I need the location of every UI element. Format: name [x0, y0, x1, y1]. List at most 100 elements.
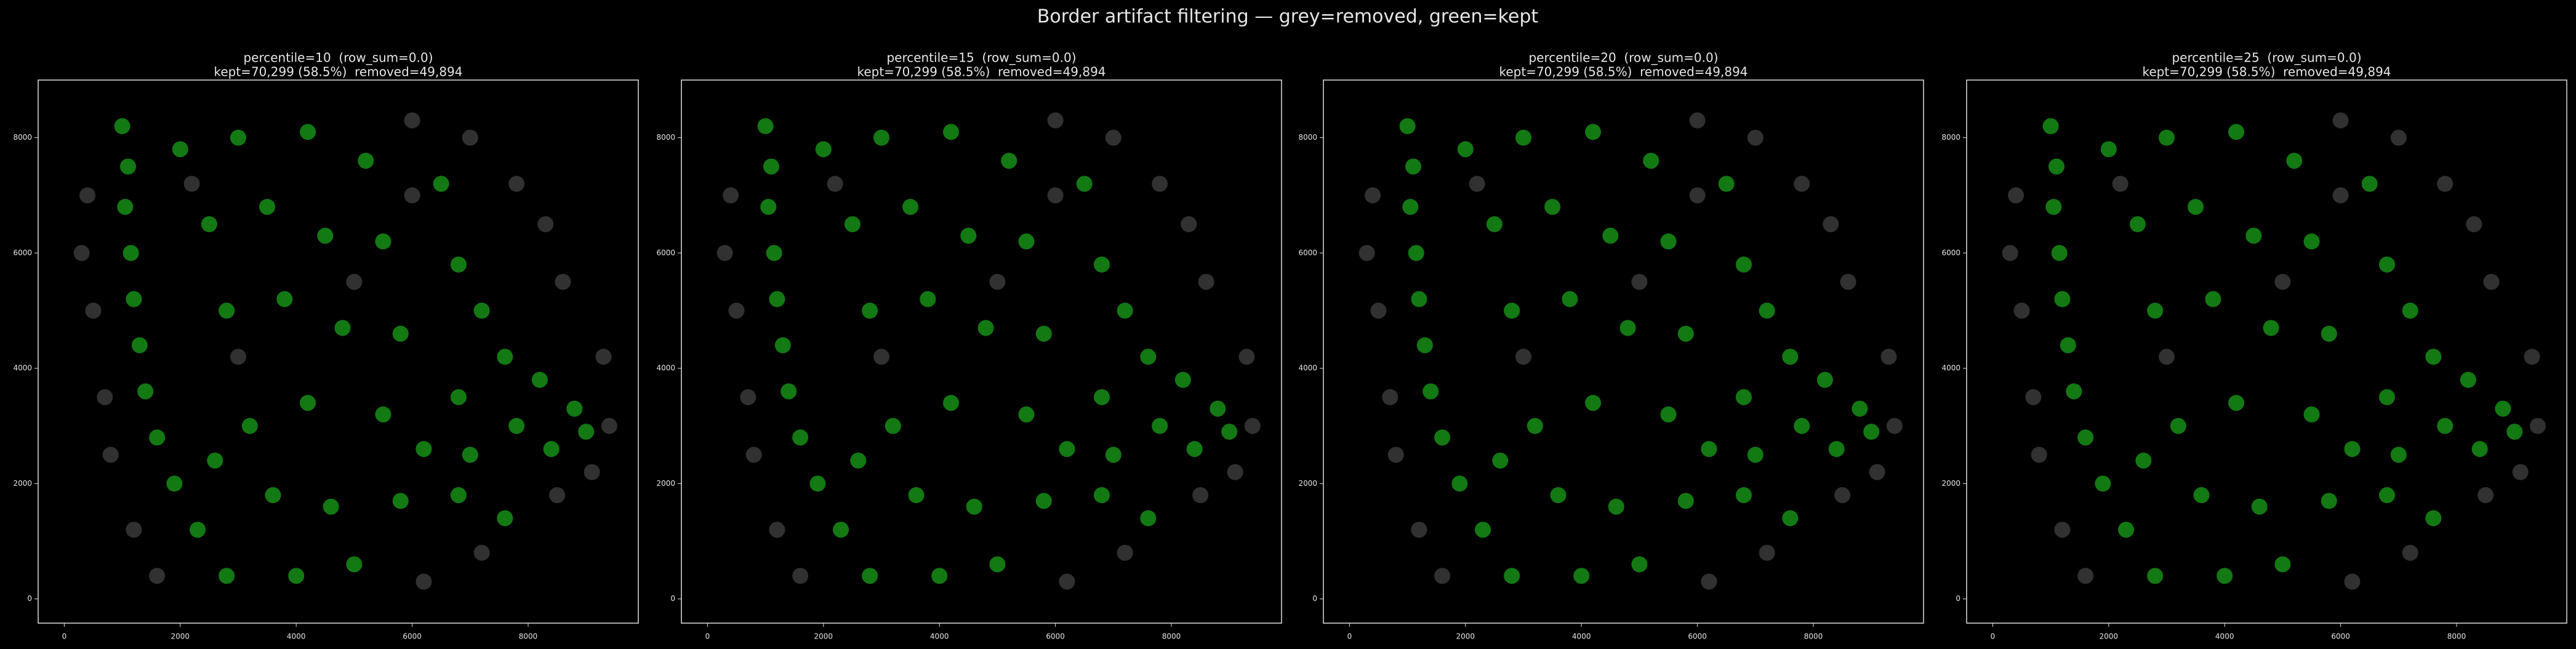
point	[2478, 487, 2494, 504]
point	[259, 198, 276, 215]
point	[1863, 424, 1880, 440]
point	[2460, 371, 2476, 388]
panel-title: percentile=25 (row_sum=0.0)	[2172, 50, 2361, 65]
point	[943, 395, 960, 411]
point	[543, 441, 560, 458]
point	[1880, 349, 1897, 365]
point	[1422, 383, 1439, 400]
point	[931, 568, 948, 584]
point	[2483, 273, 2500, 290]
point	[323, 498, 339, 515]
point	[219, 302, 235, 319]
point	[1434, 429, 1451, 446]
point	[392, 493, 409, 509]
point	[1515, 349, 1531, 365]
point	[1140, 510, 1157, 526]
point	[1047, 112, 1064, 129]
point	[433, 175, 449, 192]
point	[966, 498, 982, 515]
point	[300, 395, 316, 411]
point	[2425, 349, 2442, 365]
point	[1840, 273, 1856, 290]
point	[1093, 389, 1110, 405]
x-tick-label: 6000	[403, 632, 422, 641]
point	[2188, 198, 2204, 215]
point	[2402, 302, 2418, 319]
y-tick-label: 4000	[656, 364, 675, 373]
point	[404, 112, 420, 129]
point	[885, 417, 901, 434]
point	[1735, 256, 1752, 273]
point	[2135, 452, 2152, 469]
point	[873, 129, 889, 146]
point	[497, 510, 513, 526]
y-tick-label: 0	[27, 594, 32, 603]
point	[792, 429, 809, 446]
point	[102, 446, 119, 463]
point	[120, 158, 137, 175]
point	[827, 175, 843, 192]
point	[1504, 302, 1520, 319]
point	[1411, 291, 1427, 307]
point	[415, 441, 432, 458]
point	[1660, 406, 1677, 423]
point	[219, 568, 235, 584]
point	[2228, 395, 2245, 411]
point	[1759, 302, 1775, 319]
point	[230, 349, 246, 365]
point	[763, 158, 780, 175]
point	[1619, 320, 1636, 336]
point	[769, 522, 785, 538]
point	[149, 429, 166, 446]
point	[792, 568, 809, 584]
point	[943, 124, 960, 140]
point	[149, 568, 166, 584]
point	[1221, 424, 1238, 440]
point	[1475, 522, 1491, 538]
point	[2193, 487, 2210, 504]
point	[450, 487, 467, 504]
point	[1152, 417, 1168, 434]
y-tick-label: 8000	[656, 133, 675, 142]
x-tick-label: 0	[705, 632, 710, 641]
point	[2205, 291, 2221, 307]
x-tick-label: 0	[1991, 632, 1996, 641]
point	[1387, 446, 1404, 463]
point	[207, 452, 223, 469]
point	[2042, 118, 2059, 134]
point	[1140, 349, 1157, 365]
point	[2251, 498, 2268, 515]
point	[1643, 153, 1659, 169]
point	[276, 291, 293, 307]
y-tick-label: 6000	[13, 248, 32, 257]
point	[2112, 175, 2129, 192]
point	[774, 337, 791, 353]
point	[2060, 337, 2076, 353]
point	[1747, 129, 1763, 146]
panel-subtitle: kept=70,299 (58.5%) removed=49,894	[1499, 65, 1747, 79]
point	[760, 198, 777, 215]
point	[2228, 124, 2245, 140]
point	[1689, 187, 1706, 204]
point	[844, 216, 861, 233]
point	[2390, 129, 2407, 146]
point	[1515, 129, 1531, 146]
x-tick-label: 4000	[287, 632, 306, 641]
y-tick-label: 4000	[1298, 364, 1317, 373]
x-tick-label: 8000	[1804, 632, 1823, 641]
point	[2303, 406, 2320, 423]
point	[1718, 175, 1735, 192]
point	[1105, 446, 1121, 463]
point	[2529, 417, 2546, 434]
point	[317, 227, 334, 244]
point	[201, 216, 217, 233]
point	[85, 302, 102, 319]
point	[1828, 441, 1845, 458]
y-tick-label: 8000	[13, 133, 32, 142]
point	[780, 383, 797, 400]
point	[1174, 371, 1191, 388]
point	[1047, 187, 1064, 204]
panel-title: percentile=10 (row_sum=0.0)	[243, 50, 433, 65]
point	[1451, 475, 1468, 492]
point	[508, 417, 525, 434]
